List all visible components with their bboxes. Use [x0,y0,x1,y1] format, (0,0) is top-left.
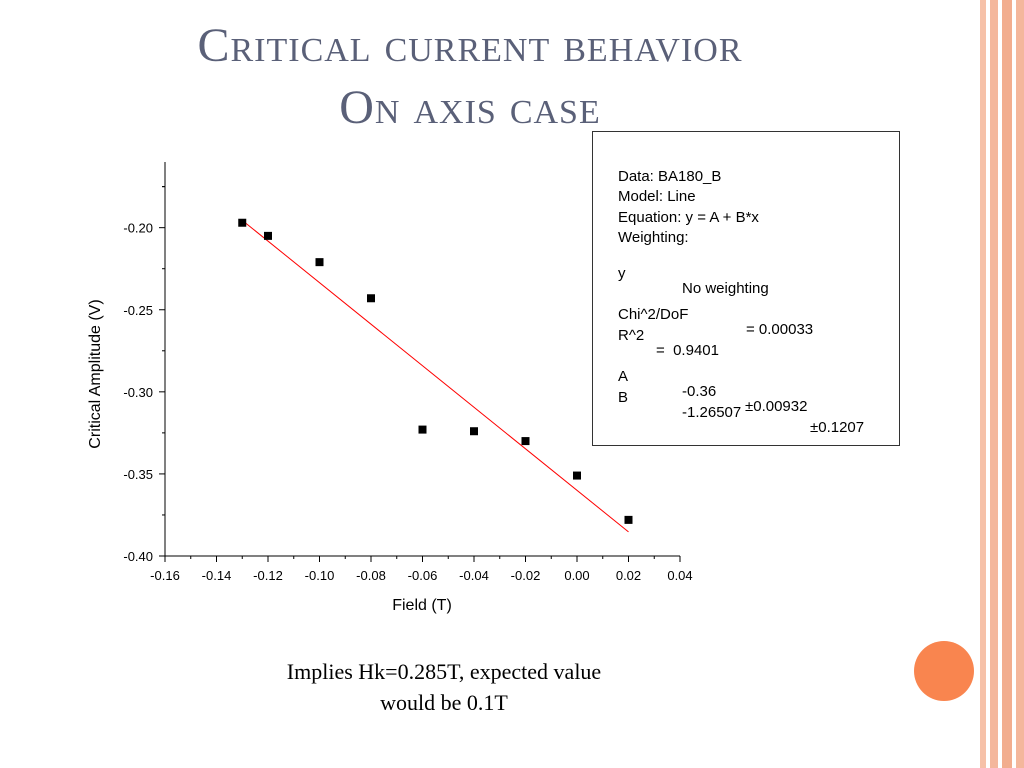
x-tick-label: -0.12 [253,568,283,583]
a-value: -0.36 [682,383,717,400]
data-points [238,218,633,524]
slide-caption: Implies Hk=0.285T, expected value would … [210,656,678,718]
data-point [264,231,272,240]
decor-circle [914,641,974,701]
x-axis-label: Field (T) [392,597,452,614]
b-error: ±0.1207 [810,419,865,436]
decor-stripe [980,0,986,768]
x-tick-label: -0.06 [408,568,438,583]
caption-line-2: would be 0.1T [380,690,508,715]
y-tick-label: -0.35 [123,467,153,482]
x-tick-label: -0.04 [459,568,489,583]
data-point [573,471,581,480]
fit-a-row: A -0.36 ±0.00932 [618,354,807,429]
fit-results-box: Data: BA180_B Model: Line Equation: y = … [592,131,900,446]
x-tick-label: 0.04 [667,568,692,583]
x-tick-label: 0.02 [616,568,641,583]
b-label: B [618,389,629,406]
fit-line [241,219,629,533]
fit-weighting-label: Weighting: [618,229,689,246]
data-point [367,294,375,303]
y-tick-label: -0.25 [123,303,153,318]
r2-value: = 0.9401 [656,342,719,359]
fit-chi-row: Chi^2/DoF = 0.00033 [618,292,813,352]
chi-label: Chi^2/DoF [618,306,689,323]
data-point [470,427,478,436]
data-point [238,218,247,227]
chart-axes [159,162,681,562]
fit-weighting-row: y No weighting [618,251,769,311]
weighting-y-label: y [618,265,626,282]
a-error: ±0.00932 [745,398,808,415]
data-point [624,515,633,524]
y-tick-label: -0.30 [123,385,153,400]
decor-stripe [1016,0,1024,768]
b-value: -1.26507 [682,404,742,421]
a-label: A [618,368,629,385]
y-tick-label: -0.40 [123,549,153,564]
decor-stripe [990,0,998,768]
weighting-value: No weighting [682,280,769,297]
x-tick-label: -0.14 [202,568,232,583]
r2-label: R^2 [618,327,645,344]
fit-equation: Equation: y = A + B*x [618,209,759,226]
slide-title-line-2: On axis case [339,81,601,134]
y-axis-label: Critical Amplitude (V) [87,299,104,448]
fit-line-layer [241,219,629,533]
slide-title-line-1: Critical current behavior [197,19,743,72]
data-point [418,425,427,434]
tick-labels: -0.16 -0.14 -0.12 -0.10 -0.08 -0.06 -0.04 -0.02… [123,221,692,583]
fit-model: Model: Line [618,188,696,205]
chi-value: = 0.00033 [746,321,814,338]
x-tick-label: -0.08 [356,568,386,583]
fit-r2-row: R^2 = 0.9401 [618,313,719,373]
data-point [315,258,324,267]
x-tick-label: -0.02 [511,568,541,583]
x-tick-label: 0.00 [564,568,589,583]
decor-stripe [1002,0,1012,768]
fit-b-row: B -1.26507 ±0.1207 [618,375,864,450]
data-point [521,437,530,446]
caption-line-1: Implies Hk=0.285T, expected value [286,659,602,684]
y-tick-label: -0.20 [123,221,153,236]
fit-data-name: Data: BA180_B [618,168,722,185]
x-tick-label: -0.16 [150,568,180,583]
x-tick-label: -0.10 [305,568,335,583]
